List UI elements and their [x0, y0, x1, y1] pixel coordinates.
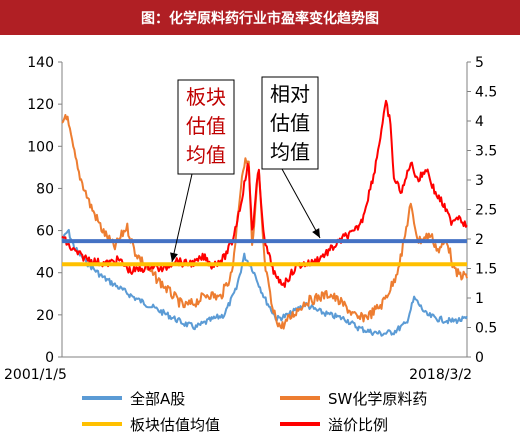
right-tick-label: 0.5	[475, 321, 497, 337]
right-tick-label: 2	[475, 232, 484, 248]
right-tick-label: 3.5	[475, 144, 497, 160]
series-line-2	[61, 99, 468, 288]
chart-title: 图：化学原料药行业市盈率变化趋势图	[141, 11, 379, 27]
annotation-relative-mean-text: 均值	[270, 140, 310, 164]
annotation-sector-mean-text: 板块	[186, 85, 226, 109]
left-tick-label: 100	[27, 139, 54, 155]
left-tick-label: 40	[36, 266, 54, 282]
left-tick-label: 80	[36, 181, 54, 197]
right-tick-label: 4.5	[475, 85, 497, 101]
annotation-sector-mean-box	[177, 79, 235, 175]
x-end-label: 2018/3/2	[409, 367, 472, 383]
annotation-sector-mean-arrow-head	[170, 252, 178, 262]
right-tick-label: 1.5	[475, 262, 497, 278]
annotation-relative-mean-text: 估值	[270, 111, 310, 135]
annotation-relative-mean-text: 相对	[270, 82, 310, 106]
right-tick-label: 1	[475, 291, 484, 307]
legend-label-3: 溢价比例	[328, 416, 388, 434]
annotation-sector-mean-arrow-line	[171, 173, 193, 263]
legend-label-0: 全部A股	[130, 390, 185, 408]
left-tick-label: 20	[36, 308, 54, 324]
left-tick-label: 0	[45, 350, 54, 366]
right-tick-label: 0	[475, 350, 484, 366]
chart-area: 0 20 40 60 80 100 120 140 0 0.5 1 1.5 2 2.5 3 3.5 4 4.5 5 2…	[4, 55, 497, 434]
right-tick-label: 2.5	[475, 203, 497, 219]
legend-label-1: SW化学原料药	[328, 390, 427, 408]
annotation-relative-mean-box	[261, 76, 319, 170]
annotation-relative-mean-arrow-line	[281, 168, 321, 239]
right-tick-label: 4	[475, 114, 484, 130]
annotation-sector-mean-text: 估值	[186, 114, 226, 138]
title-bar: 图：化学原料药行业市盈率变化趋势图	[0, 0, 520, 35]
left-tick-label: 120	[27, 97, 54, 113]
x-start-label: 2001/1/5	[4, 367, 67, 383]
annotation-relative-mean-arrow-head	[312, 228, 320, 238]
annotation-sector-mean-text: 均值	[186, 143, 226, 167]
right-tick-label: 3	[475, 173, 484, 189]
left-tick-label: 140	[27, 55, 54, 71]
series-line-0	[61, 228, 468, 337]
legend-label-2: 板块估值均值	[130, 416, 220, 434]
right-tick-label: 5	[475, 55, 484, 71]
left-tick-label: 60	[36, 224, 54, 240]
